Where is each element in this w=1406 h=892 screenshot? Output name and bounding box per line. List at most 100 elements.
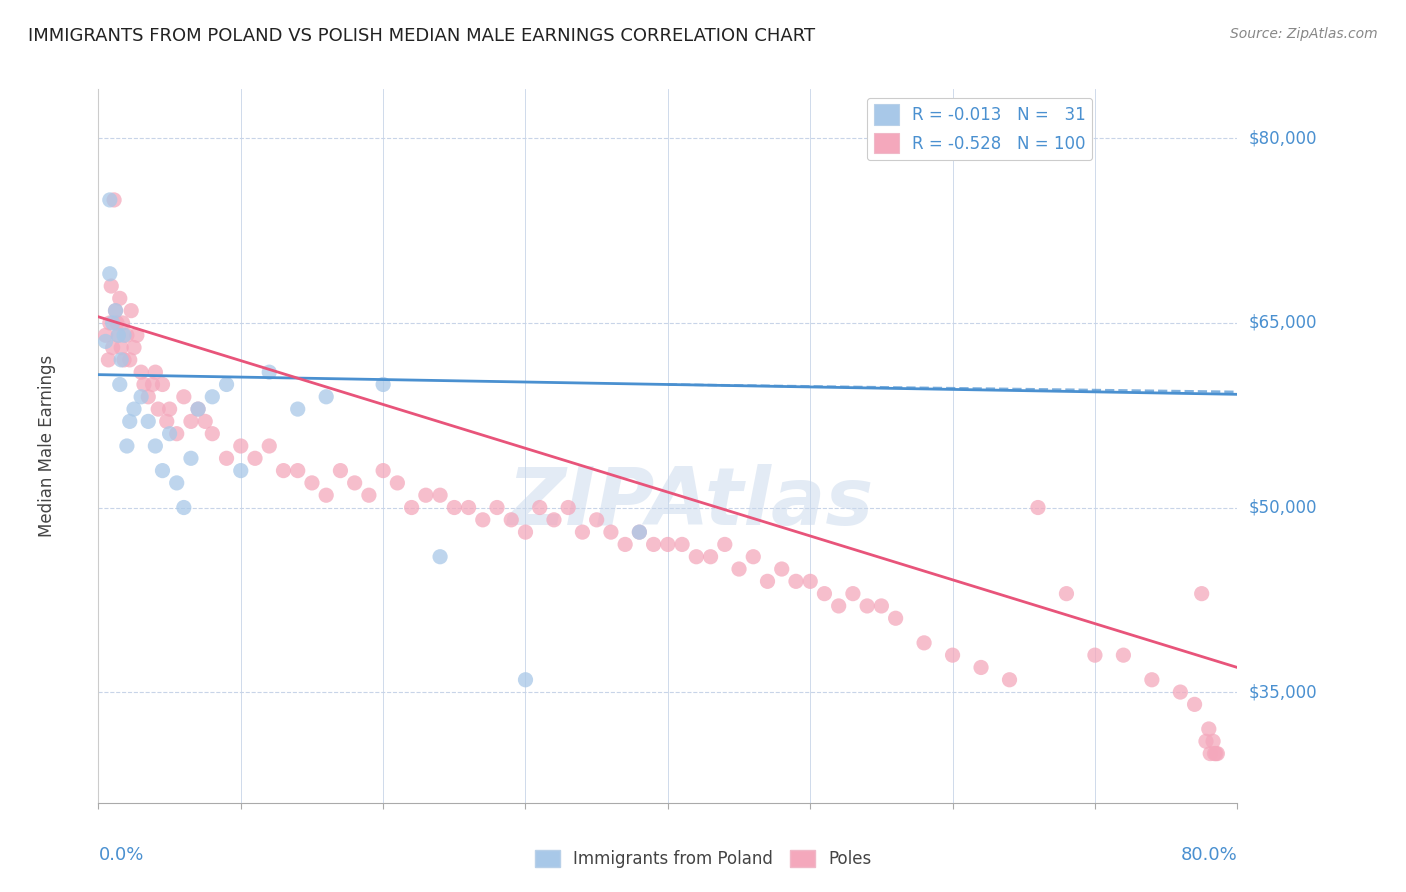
Point xyxy=(471,513,494,527)
Point xyxy=(756,574,779,589)
Text: $65,000: $65,000 xyxy=(1249,314,1317,332)
Point xyxy=(912,636,935,650)
Point xyxy=(166,475,188,490)
Point xyxy=(1191,587,1213,601)
Point xyxy=(100,279,122,293)
Point xyxy=(104,303,127,318)
Point xyxy=(515,525,537,540)
Point xyxy=(315,390,337,404)
Point xyxy=(501,513,523,527)
Point xyxy=(118,414,141,428)
Point xyxy=(1195,734,1218,748)
Legend: Immigrants from Poland, Poles: Immigrants from Poland, Poles xyxy=(529,843,877,875)
Point xyxy=(415,488,437,502)
Point xyxy=(742,549,765,564)
Point xyxy=(215,377,238,392)
Text: IMMIGRANTS FROM POLAND VS POLISH MEDIAN MALE EARNINGS CORRELATION CHART: IMMIGRANTS FROM POLAND VS POLISH MEDIAN … xyxy=(28,27,815,45)
Point xyxy=(120,303,142,318)
Point xyxy=(104,303,127,318)
Point xyxy=(129,390,152,404)
Point xyxy=(870,599,893,613)
Point xyxy=(229,464,252,478)
Point xyxy=(194,414,217,428)
Point xyxy=(429,488,451,502)
Point xyxy=(1084,648,1107,662)
Text: $80,000: $80,000 xyxy=(1249,129,1317,147)
Point xyxy=(122,341,145,355)
Point xyxy=(614,537,637,551)
Point xyxy=(884,611,907,625)
Point xyxy=(110,352,132,367)
Point xyxy=(112,328,135,343)
Point xyxy=(115,439,138,453)
Point xyxy=(571,525,593,540)
Legend: R = -0.013   N =   31, R = -0.528   N = 100: R = -0.013 N = 31, R = -0.528 N = 100 xyxy=(868,97,1092,160)
Point xyxy=(785,574,807,589)
Point xyxy=(671,537,693,551)
Point xyxy=(107,328,129,343)
Text: ZIPAtlas: ZIPAtlas xyxy=(508,464,873,542)
Point xyxy=(107,328,129,343)
Point xyxy=(112,352,135,367)
Point xyxy=(108,291,131,305)
Point xyxy=(628,525,651,540)
Point xyxy=(187,402,209,417)
Text: Source: ZipAtlas.com: Source: ZipAtlas.com xyxy=(1230,27,1378,41)
Point xyxy=(166,426,188,441)
Point xyxy=(315,488,337,502)
Point xyxy=(1170,685,1192,699)
Point xyxy=(173,500,195,515)
Point xyxy=(343,475,366,490)
Point xyxy=(156,414,179,428)
Point xyxy=(1199,747,1222,761)
Point xyxy=(828,599,851,613)
Point xyxy=(1026,500,1049,515)
Point xyxy=(125,328,148,343)
Point xyxy=(94,334,117,349)
Text: $50,000: $50,000 xyxy=(1249,499,1317,516)
Point xyxy=(329,464,352,478)
Point xyxy=(152,464,174,478)
Point xyxy=(1056,587,1078,601)
Point xyxy=(970,660,993,674)
Point xyxy=(105,316,128,330)
Point xyxy=(243,451,266,466)
Point xyxy=(132,377,155,392)
Point xyxy=(1140,673,1163,687)
Point xyxy=(159,426,181,441)
Point xyxy=(799,574,821,589)
Point xyxy=(97,352,120,367)
Text: Median Male Earnings: Median Male Earnings xyxy=(38,355,56,537)
Point xyxy=(201,390,224,404)
Point xyxy=(273,464,295,478)
Point xyxy=(173,390,195,404)
Point xyxy=(699,549,721,564)
Point xyxy=(387,475,409,490)
Point xyxy=(373,464,395,478)
Point xyxy=(529,500,551,515)
Point xyxy=(813,587,835,601)
Point xyxy=(685,549,707,564)
Point xyxy=(486,500,509,515)
Point xyxy=(557,500,579,515)
Point xyxy=(111,316,134,330)
Point xyxy=(373,377,395,392)
Point xyxy=(141,377,163,392)
Point xyxy=(110,341,132,355)
Point xyxy=(1184,698,1206,712)
Point xyxy=(643,537,665,551)
Point xyxy=(187,402,209,417)
Point xyxy=(600,525,623,540)
Text: $35,000: $35,000 xyxy=(1249,683,1317,701)
Point xyxy=(998,673,1021,687)
Point xyxy=(357,488,380,502)
Point xyxy=(103,193,125,207)
Point xyxy=(180,414,202,428)
Point xyxy=(287,402,309,417)
Point xyxy=(1112,648,1135,662)
Point xyxy=(259,439,281,453)
Point xyxy=(101,341,124,355)
Point xyxy=(1204,747,1226,761)
Point xyxy=(136,390,159,404)
Point xyxy=(657,537,679,551)
